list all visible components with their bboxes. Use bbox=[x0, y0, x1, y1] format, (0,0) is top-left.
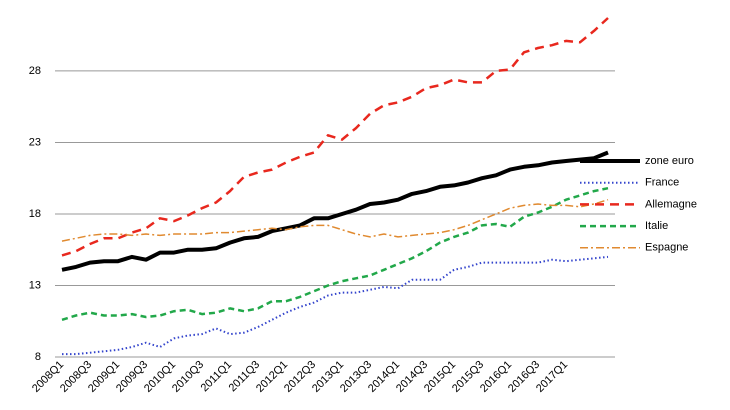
legend-label: France bbox=[645, 177, 679, 189]
legend-label: zone euro bbox=[645, 155, 694, 167]
series-line bbox=[62, 255, 609, 356]
legend-label: Allemagne bbox=[645, 198, 697, 210]
x-tick-label: 2017Q1 bbox=[534, 359, 570, 395]
legend-label: Espagne bbox=[645, 242, 688, 254]
y-tick-label: 18 bbox=[29, 208, 41, 220]
y-tick-label: 23 bbox=[29, 136, 41, 148]
series-line bbox=[61, 198, 609, 242]
series-line bbox=[61, 17, 609, 257]
y-tick-label: 28 bbox=[29, 65, 41, 77]
series-line bbox=[61, 150, 609, 272]
x-tick-label: 2010Q3 bbox=[170, 359, 206, 395]
y-tick-label: 8 bbox=[35, 351, 41, 363]
legend-label: Italie bbox=[645, 220, 668, 232]
series-line bbox=[61, 186, 609, 321]
y-tick-label: 13 bbox=[29, 279, 41, 291]
